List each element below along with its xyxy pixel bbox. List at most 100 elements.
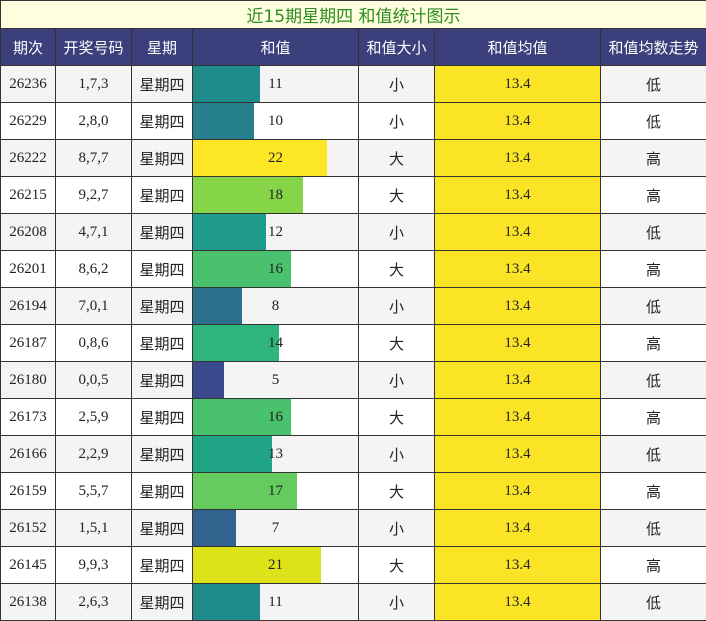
header-issue: 期次 <box>0 28 56 66</box>
table-row: 26152 1,5,1 星期四 7 小 13.4 低 <box>0 509 706 547</box>
sum-trend-cell: 低 <box>599 361 706 399</box>
sum-bar <box>193 584 261 620</box>
weekday-cell: 星期四 <box>131 213 193 251</box>
sum-average-cell: 13.4 <box>434 472 601 510</box>
sum-size-cell: 大 <box>358 472 435 510</box>
issue-cell: 26222 <box>0 139 56 177</box>
sum-trend-cell: 高 <box>599 398 706 436</box>
sum-value: 16 <box>268 408 283 425</box>
sum-size-cell: 小 <box>358 102 435 140</box>
sum-average-cell: 13.4 <box>434 287 601 325</box>
issue-cell: 26187 <box>0 324 56 362</box>
sum-average-cell: 13.4 <box>434 176 601 214</box>
sum-trend-cell: 低 <box>599 509 706 547</box>
sum-value: 11 <box>268 75 283 92</box>
issue-cell: 26194 <box>0 287 56 325</box>
table-row: 26180 0,0,5 星期四 5 小 13.4 低 <box>0 361 706 399</box>
sum-value: 13 <box>268 445 283 462</box>
sum-cell: 11 <box>192 65 359 103</box>
sum-size-cell: 大 <box>358 139 435 177</box>
sum-bar <box>193 510 236 546</box>
table-row: 26159 5,5,7 星期四 17 大 13.4 高 <box>0 472 706 510</box>
sum-value: 10 <box>268 112 283 129</box>
sum-cell: 21 <box>192 546 359 584</box>
weekday-cell: 星期四 <box>131 583 193 621</box>
title-row: 近15期星期四 和值统计图示 <box>0 0 706 29</box>
sum-average-cell: 13.4 <box>434 435 601 473</box>
sum-value: 22 <box>268 149 283 166</box>
sum-average-cell: 13.4 <box>434 546 601 584</box>
sum-cell: 10 <box>192 102 359 140</box>
weekday-cell: 星期四 <box>131 176 193 214</box>
sum-bar <box>193 66 261 102</box>
numbers-cell: 2,8,0 <box>55 102 132 140</box>
sum-trend-cell: 低 <box>599 65 706 103</box>
header-sum-average: 和值均值 <box>434 28 601 66</box>
header-sum: 和值 <box>192 28 359 66</box>
sum-bar <box>193 103 255 139</box>
numbers-cell: 5,5,7 <box>55 472 132 510</box>
numbers-cell: 9,2,7 <box>55 176 132 214</box>
table-row: 26201 8,6,2 星期四 16 大 13.4 高 <box>0 250 706 288</box>
numbers-cell: 7,0,1 <box>55 287 132 325</box>
sum-value: 18 <box>268 186 283 203</box>
issue-cell: 26166 <box>0 435 56 473</box>
sum-cell: 16 <box>192 250 359 288</box>
table-row: 26173 2,5,9 星期四 16 大 13.4 高 <box>0 398 706 436</box>
issue-cell: 26201 <box>0 250 56 288</box>
sum-size-cell: 大 <box>358 324 435 362</box>
sum-size-cell: 大 <box>358 176 435 214</box>
sum-bar <box>193 177 303 213</box>
sum-bar <box>193 288 242 324</box>
sum-size-cell: 小 <box>358 435 435 473</box>
sum-bar <box>193 251 291 287</box>
sum-average-cell: 13.4 <box>434 398 601 436</box>
sum-cell: 12 <box>192 213 359 251</box>
sum-bar <box>193 325 279 361</box>
sum-value: 8 <box>271 297 280 314</box>
sum-bar <box>193 436 273 472</box>
table-row: 26145 9,9,3 星期四 21 大 13.4 高 <box>0 546 706 584</box>
sum-value: 14 <box>268 334 283 351</box>
sum-trend-cell: 低 <box>599 287 706 325</box>
sum-average-cell: 13.4 <box>434 102 601 140</box>
weekday-cell: 星期四 <box>131 361 193 399</box>
weekday-cell: 星期四 <box>131 324 193 362</box>
sum-cell: 7 <box>192 509 359 547</box>
sum-value: 7 <box>271 519 280 536</box>
header-weekday: 星期 <box>131 28 193 66</box>
weekday-cell: 星期四 <box>131 472 193 510</box>
issue-cell: 26229 <box>0 102 56 140</box>
issue-cell: 26138 <box>0 583 56 621</box>
sum-average-cell: 13.4 <box>434 509 601 547</box>
sum-trend-cell: 高 <box>599 250 706 288</box>
sum-average-cell: 13.4 <box>434 65 601 103</box>
weekday-cell: 星期四 <box>131 435 193 473</box>
numbers-cell: 0,0,5 <box>55 361 132 399</box>
table-row: 26222 8,7,7 星期四 22 大 13.4 高 <box>0 139 706 177</box>
issue-cell: 26173 <box>0 398 56 436</box>
sum-value: 11 <box>268 593 283 610</box>
weekday-cell: 星期四 <box>131 509 193 547</box>
issue-cell: 26180 <box>0 361 56 399</box>
sum-trend-cell: 低 <box>599 213 706 251</box>
sum-cell: 22 <box>192 139 359 177</box>
sum-cell: 16 <box>192 398 359 436</box>
table-row: 26138 2,6,3 星期四 11 小 13.4 低 <box>0 583 706 621</box>
numbers-cell: 4,7,1 <box>55 213 132 251</box>
numbers-cell: 2,5,9 <box>55 398 132 436</box>
sum-cell: 5 <box>192 361 359 399</box>
weekday-cell: 星期四 <box>131 546 193 584</box>
weekday-cell: 星期四 <box>131 65 193 103</box>
sum-bar <box>193 547 322 583</box>
sum-average-cell: 13.4 <box>434 583 601 621</box>
sum-bar <box>193 140 328 176</box>
sum-trend-cell: 高 <box>599 324 706 362</box>
sum-trend-cell: 高 <box>599 176 706 214</box>
sum-average-cell: 13.4 <box>434 250 601 288</box>
sum-trend-cell: 低 <box>599 583 706 621</box>
sum-size-cell: 大 <box>358 546 435 584</box>
table-row: 26208 4,7,1 星期四 12 小 13.4 低 <box>0 213 706 251</box>
sum-size-cell: 小 <box>358 287 435 325</box>
